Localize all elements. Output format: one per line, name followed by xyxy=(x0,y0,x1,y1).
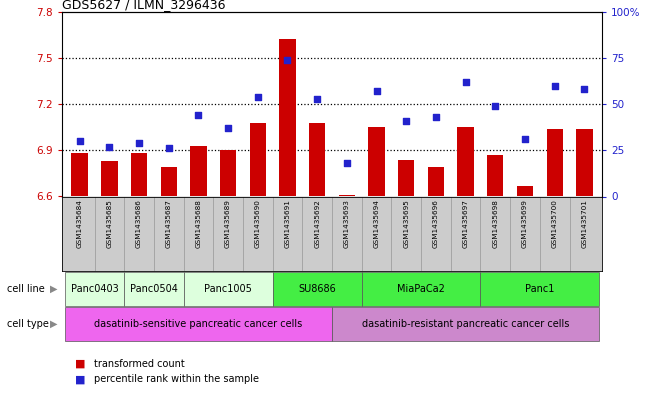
Text: Panc1: Panc1 xyxy=(525,284,555,294)
Text: ▶: ▶ xyxy=(50,284,58,294)
Bar xyxy=(458,127,474,196)
Text: ■: ■ xyxy=(75,358,85,369)
Text: GSM1435696: GSM1435696 xyxy=(433,199,439,248)
Text: GSM1435690: GSM1435690 xyxy=(255,199,261,248)
Point xyxy=(134,140,145,146)
Text: GSM1435694: GSM1435694 xyxy=(374,199,380,248)
Text: GSM1435688: GSM1435688 xyxy=(195,199,201,248)
Bar xyxy=(309,123,326,196)
Text: GSM1435698: GSM1435698 xyxy=(492,199,498,248)
Text: MiaPaCa2: MiaPaCa2 xyxy=(397,284,445,294)
Bar xyxy=(161,167,177,196)
Text: GSM1435691: GSM1435691 xyxy=(284,199,290,248)
Text: Panc0504: Panc0504 xyxy=(130,284,178,294)
Bar xyxy=(362,272,480,306)
Text: GSM1435685: GSM1435685 xyxy=(106,199,113,248)
Text: dasatinib-resistant pancreatic cancer cells: dasatinib-resistant pancreatic cancer ce… xyxy=(362,319,569,329)
Text: cell line: cell line xyxy=(7,284,44,294)
Point xyxy=(460,79,471,85)
Point xyxy=(519,136,530,142)
Bar xyxy=(72,153,88,196)
Bar xyxy=(249,123,266,196)
Text: GSM1435701: GSM1435701 xyxy=(581,199,587,248)
Text: GSM1435699: GSM1435699 xyxy=(522,199,528,248)
Bar xyxy=(131,153,147,196)
Bar xyxy=(487,155,503,196)
Point xyxy=(193,112,204,118)
Point xyxy=(223,125,233,131)
Text: SU8686: SU8686 xyxy=(298,284,336,294)
Bar xyxy=(184,272,273,306)
Text: GSM1435684: GSM1435684 xyxy=(77,199,83,248)
Text: GDS5627 / ILMN_3296436: GDS5627 / ILMN_3296436 xyxy=(62,0,225,11)
Text: GSM1435697: GSM1435697 xyxy=(463,199,469,248)
Bar xyxy=(480,272,599,306)
Bar xyxy=(576,129,592,196)
Point xyxy=(312,95,322,102)
Bar xyxy=(101,161,118,196)
Text: Panc0403: Panc0403 xyxy=(70,284,118,294)
Point xyxy=(74,138,85,144)
Bar xyxy=(124,272,184,306)
Bar xyxy=(517,186,533,196)
Text: GSM1435689: GSM1435689 xyxy=(225,199,231,248)
Bar xyxy=(279,39,296,197)
Bar xyxy=(65,307,332,341)
Point xyxy=(431,114,441,120)
Bar xyxy=(332,307,599,341)
Point xyxy=(549,83,560,89)
Text: GSM1435700: GSM1435700 xyxy=(551,199,558,248)
Point xyxy=(163,145,174,152)
Text: percentile rank within the sample: percentile rank within the sample xyxy=(94,374,259,384)
Point xyxy=(490,103,501,109)
Text: GSM1435687: GSM1435687 xyxy=(166,199,172,248)
Point xyxy=(401,118,411,124)
Text: cell type: cell type xyxy=(7,319,48,329)
Point xyxy=(371,88,381,94)
Point xyxy=(104,143,115,150)
Bar xyxy=(273,272,362,306)
Text: ■: ■ xyxy=(75,374,85,384)
Point xyxy=(342,160,352,166)
Text: dasatinib-sensitive pancreatic cancer cells: dasatinib-sensitive pancreatic cancer ce… xyxy=(94,319,303,329)
Text: Panc1005: Panc1005 xyxy=(204,284,252,294)
Bar xyxy=(368,127,385,196)
Bar xyxy=(428,167,444,196)
Text: GSM1435692: GSM1435692 xyxy=(314,199,320,248)
Bar xyxy=(220,150,236,196)
Text: ▶: ▶ xyxy=(50,319,58,329)
Text: transformed count: transformed count xyxy=(94,358,185,369)
Text: GSM1435695: GSM1435695 xyxy=(403,199,409,248)
Text: GSM1435686: GSM1435686 xyxy=(136,199,142,248)
Text: GSM1435693: GSM1435693 xyxy=(344,199,350,248)
Bar xyxy=(546,129,563,196)
Point xyxy=(579,86,590,92)
Bar xyxy=(190,146,206,196)
Bar xyxy=(339,195,355,196)
Point xyxy=(283,57,293,63)
Bar xyxy=(65,272,124,306)
Bar xyxy=(398,160,415,196)
Point xyxy=(253,94,263,100)
